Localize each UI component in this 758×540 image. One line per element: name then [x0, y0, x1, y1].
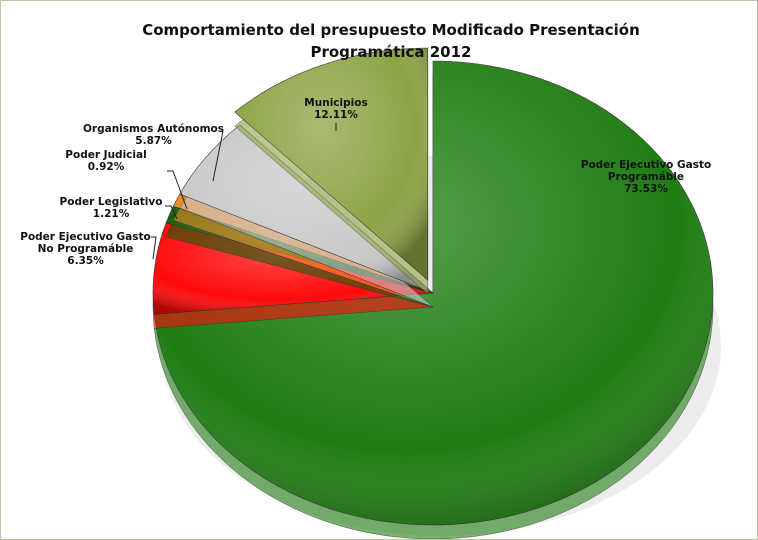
data-label: Organismos Autónomos 5.87%	[71, 123, 236, 147]
label-name: Poder Ejecutivo Gasto No Programáble	[20, 231, 151, 255]
data-label: Poder Legislativo 1.21%	[51, 196, 171, 220]
data-label: Poder Judicial 0.92%	[56, 149, 156, 173]
label-name: Organismos Autónomos	[82, 123, 225, 135]
slice-shine	[234, 48, 428, 281]
leader-line	[165, 205, 178, 220]
label-name: Poder Legislativo	[59, 196, 163, 208]
slice-shine	[154, 61, 713, 525]
data-label: Poder Ejecutivo Gasto No Programáble 6.35…	[13, 231, 158, 267]
label-value: 1.21%	[92, 208, 130, 220]
label-value: 6.35%	[67, 255, 104, 267]
leader-line	[151, 236, 157, 260]
label-name: Municipios	[304, 97, 368, 109]
label-value: 12.11%	[314, 109, 358, 121]
leader-line	[167, 170, 188, 210]
data-label: Municipios 12.11%	[286, 97, 386, 121]
label-value: 0.92%	[87, 161, 125, 173]
chart-title: Comportamiento del presupuesto Modificad…	[142, 21, 640, 61]
label-value: 73.53%	[624, 183, 668, 195]
leader-line	[212, 130, 224, 182]
data-label: Poder Ejecutivo Gasto Programáble 73.53%	[566, 159, 726, 195]
label-value: 5.87%	[135, 135, 172, 147]
label-name: Poder Judicial	[65, 149, 147, 161]
label-name: Poder Ejecutivo Gasto Programáble	[580, 159, 712, 183]
slice-shine	[179, 124, 433, 293]
